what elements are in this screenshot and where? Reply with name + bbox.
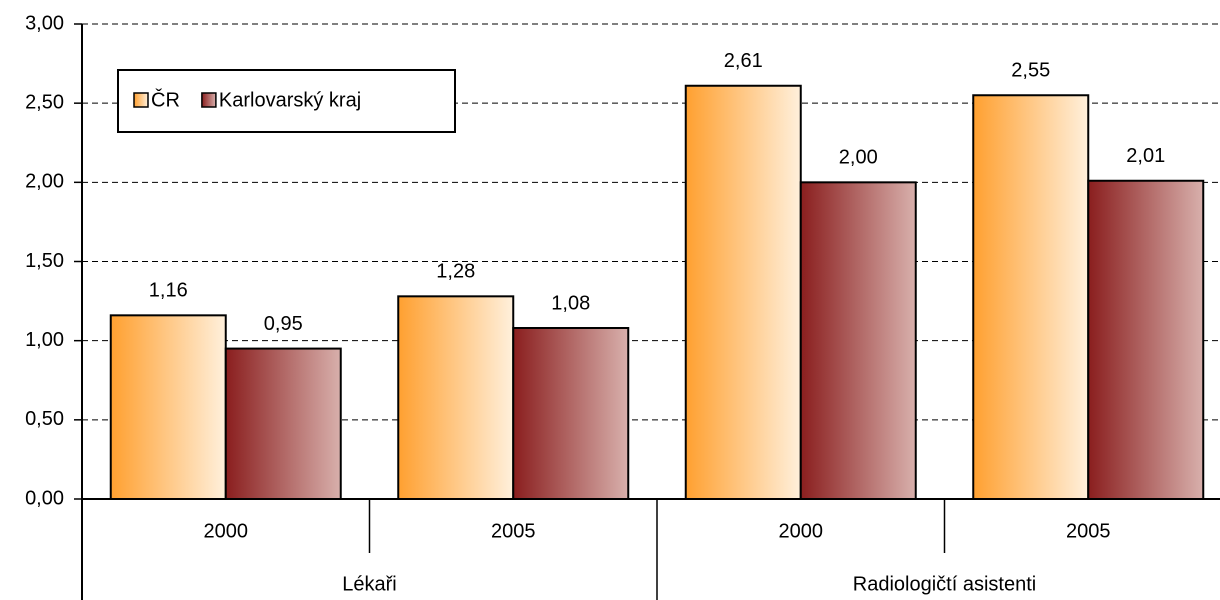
y-tick-label: 3,00 <box>25 12 64 34</box>
bar <box>512 327 630 500</box>
y-tick-label: 0,50 <box>25 408 64 430</box>
x-tick-label: 2005 <box>1066 520 1111 542</box>
data-label: 2,55 <box>1011 60 1050 82</box>
x-tick-label: 2000 <box>204 520 249 542</box>
group-label: Lékaři <box>342 573 396 595</box>
bar <box>1087 179 1205 500</box>
legend-swatch <box>133 92 149 108</box>
data-label: 2,00 <box>839 147 878 169</box>
bar <box>972 94 1090 500</box>
bar <box>799 181 917 500</box>
data-label: 1,08 <box>551 292 590 314</box>
x-tick-label: 2000 <box>779 520 824 542</box>
data-label: 1,28 <box>436 261 475 283</box>
bar <box>684 84 802 500</box>
legend-label: Karlovarský kraj <box>219 89 361 111</box>
y-tick-label: 1,00 <box>25 329 64 351</box>
data-label: 2,61 <box>724 50 763 72</box>
group-label: Radiologičtí asistenti <box>853 573 1036 595</box>
y-tick-label: 0,00 <box>25 487 64 509</box>
y-tick-label: 2,50 <box>25 91 64 113</box>
bar <box>224 347 342 501</box>
bar <box>397 295 515 501</box>
legend-box <box>117 69 456 133</box>
bar <box>109 314 227 501</box>
y-tick-label: 1,50 <box>25 250 64 272</box>
x-tick-label: 2005 <box>491 520 536 542</box>
y-tick-label: 2,00 <box>25 171 64 193</box>
data-label: 2,01 <box>1126 145 1165 167</box>
legend-swatch <box>201 92 217 108</box>
legend-label: ČR <box>151 88 180 111</box>
data-label: 1,16 <box>149 280 188 302</box>
data-label: 0,95 <box>264 313 303 335</box>
